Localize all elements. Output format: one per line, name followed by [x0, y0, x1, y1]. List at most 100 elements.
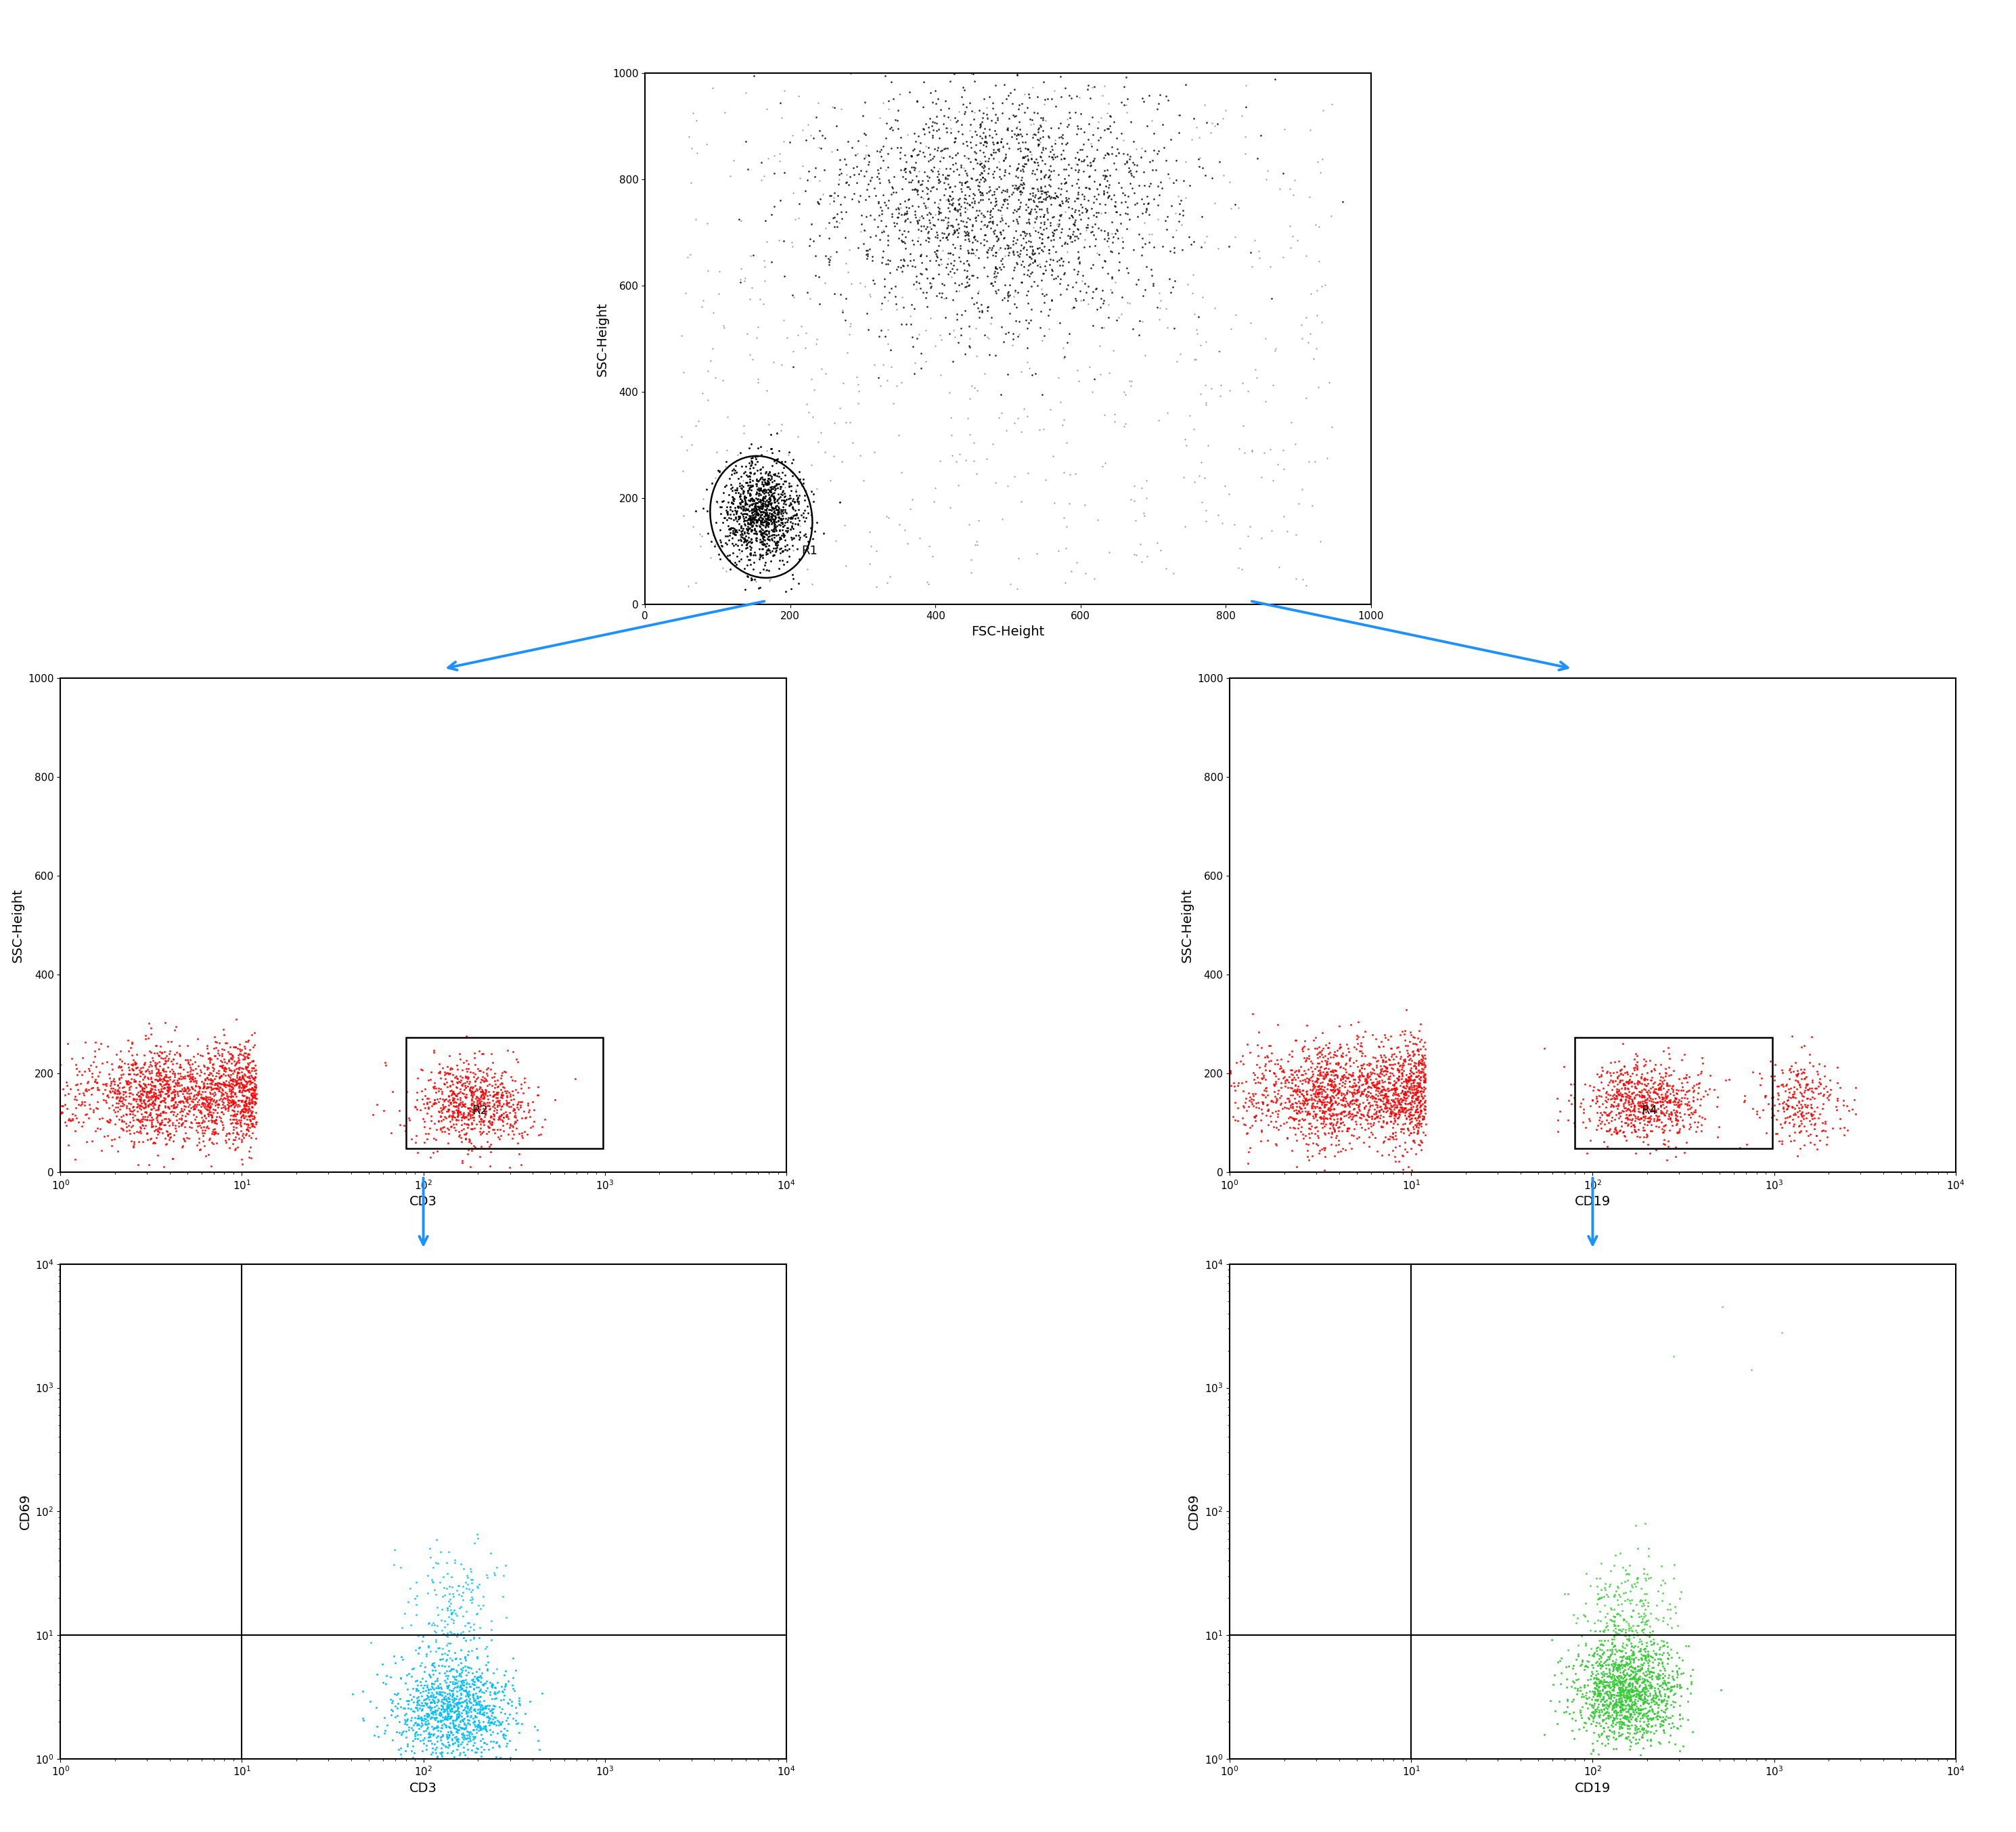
Point [238, 1112, 270, 1141]
Point [482, 1072, 514, 1101]
Point [462, 1687, 494, 1717]
Point [1585, 1068, 1617, 1097]
Point [153, 1063, 185, 1092]
Point [218, 1101, 250, 1130]
Point [456, 1636, 488, 1665]
Point [980, 99, 1012, 128]
Point [1329, 1050, 1361, 1079]
Point [952, 189, 984, 218]
Point [468, 1693, 500, 1722]
Point [1617, 1053, 1649, 1083]
Point [1318, 1055, 1351, 1085]
Point [1349, 1075, 1381, 1105]
Point [1147, 233, 1179, 262]
Point [919, 108, 952, 137]
Point [240, 1081, 272, 1110]
Point [853, 315, 885, 344]
Point [429, 1696, 462, 1726]
Point [863, 322, 895, 352]
Point [988, 282, 1020, 311]
Point [230, 1086, 262, 1116]
Point [474, 1539, 506, 1568]
Point [952, 238, 984, 267]
Point [224, 1030, 256, 1059]
Point [792, 110, 825, 139]
Point [1627, 1658, 1659, 1687]
Point [1786, 1097, 1818, 1127]
Point [442, 1601, 474, 1630]
Point [865, 196, 897, 225]
Point [752, 500, 784, 529]
Point [127, 1074, 159, 1103]
Point [439, 1658, 472, 1687]
Point [1079, 564, 1111, 594]
Point [234, 1066, 266, 1096]
Point [1329, 1083, 1361, 1112]
Point [478, 1079, 510, 1108]
Point [1236, 436, 1268, 465]
Point [968, 99, 1000, 128]
Point [1268, 436, 1300, 465]
Point [968, 84, 1000, 114]
Point [1583, 1643, 1615, 1673]
Point [1581, 1081, 1613, 1110]
Point [1369, 1020, 1401, 1050]
Point [1202, 234, 1234, 264]
Point [1623, 1636, 1655, 1665]
Point [768, 306, 800, 335]
Point [859, 205, 891, 234]
Point [1363, 1068, 1395, 1097]
Point [1284, 1083, 1316, 1112]
Point [141, 1083, 173, 1112]
Point [240, 1081, 272, 1110]
Point [442, 1702, 474, 1731]
Point [1274, 1063, 1306, 1092]
Point [1189, 388, 1222, 418]
Point [964, 297, 996, 326]
Point [206, 1052, 238, 1081]
Point [758, 540, 790, 570]
Point [79, 1066, 111, 1096]
Point [151, 1081, 183, 1110]
Point [958, 289, 990, 319]
Point [1653, 1702, 1685, 1731]
Point [812, 244, 845, 273]
Point [157, 1050, 190, 1079]
Point [752, 489, 784, 518]
Point [980, 278, 1012, 308]
Point [79, 1064, 111, 1094]
Point [1637, 1658, 1669, 1687]
Point [1663, 1116, 1695, 1145]
Point [1387, 1096, 1419, 1125]
Point [437, 1112, 470, 1141]
Point [1131, 112, 1163, 141]
Point [462, 1521, 494, 1550]
Point [998, 101, 1030, 130]
Point [232, 1057, 264, 1086]
Point [1105, 172, 1137, 202]
Point [234, 1048, 266, 1077]
Point [1613, 1685, 1645, 1715]
Point [216, 1042, 248, 1072]
Point [1054, 154, 1087, 183]
Point [1657, 1671, 1689, 1700]
Point [1024, 220, 1056, 249]
Point [439, 1096, 472, 1125]
Point [431, 1594, 464, 1623]
Point [1381, 1085, 1413, 1114]
Point [1260, 1086, 1292, 1116]
Point [1599, 1724, 1631, 1753]
Point [1661, 1118, 1693, 1147]
Point [224, 1068, 256, 1097]
Point [865, 137, 897, 167]
Point [1333, 1097, 1365, 1127]
Point [960, 288, 992, 317]
Point [151, 1079, 183, 1108]
Point [1778, 1112, 1810, 1141]
Point [437, 1698, 470, 1728]
Point [1312, 1033, 1345, 1063]
Point [466, 1691, 498, 1720]
Point [464, 1707, 496, 1737]
Point [1000, 170, 1032, 200]
Point [1232, 376, 1264, 405]
